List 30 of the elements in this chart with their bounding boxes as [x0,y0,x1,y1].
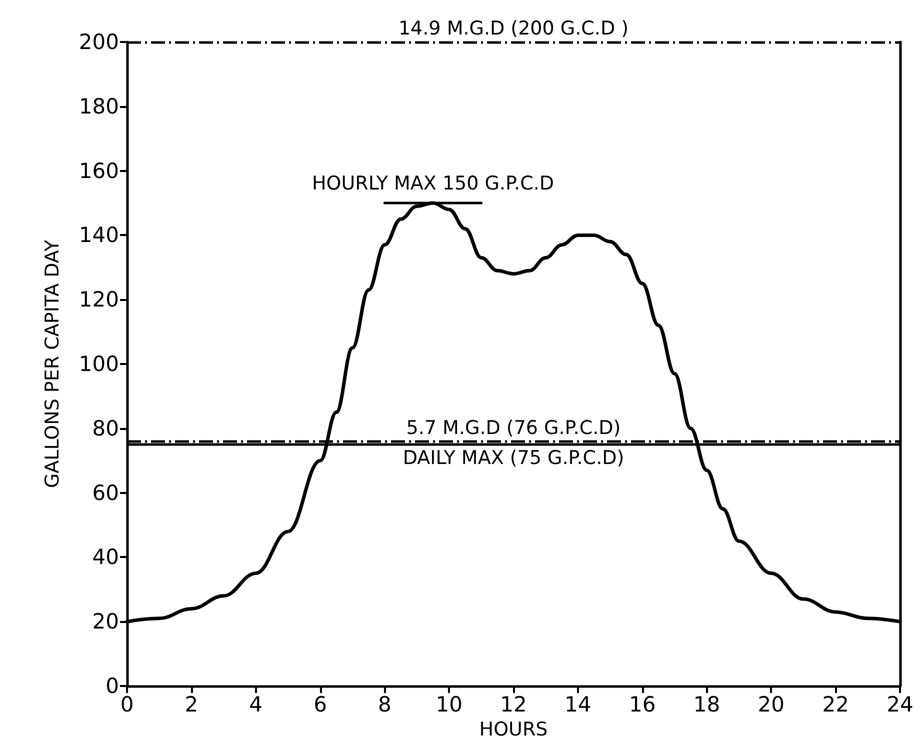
ref-line-label: DAILY MAX (75 G.P.C.D) [402,447,624,469]
x-tick-label: 22 [822,692,849,716]
annotation: HOURLY MAX 150 G.P.C.D [312,172,554,194]
y-tick-label: 140 [78,223,119,248]
y-tick-label: 0 [106,674,119,698]
y-tick-label: 20 [92,610,119,634]
y-tick-label: 100 [78,352,119,376]
y-tick-label: 40 [92,545,119,570]
y-tick-label: 120 [78,288,119,312]
y-tick-label: 160 [78,158,119,183]
y-tick-label: 180 [78,94,119,118]
x-tick-label: 0 [120,692,134,716]
x-tick-label: 20 [758,692,785,716]
x-axis-title: HOURS [479,718,548,740]
x-tick-label: 18 [693,692,720,716]
x-tick-label: 6 [314,692,327,716]
x-tick-label: 16 [628,692,656,716]
x-tick-label: 10 [436,692,462,716]
x-tick-label: 24 [886,692,914,716]
y-tick-label: 200 [78,30,119,54]
ref-line-label: 5.7 M.G.D (76 G.P.C.D) [406,416,621,439]
y-tick-label: 80 [92,416,119,440]
x-tick-label: 12 [500,692,527,716]
y-tick-label: 60 [92,480,119,505]
ref-line-label: 14.9 M.G.D (200 G.C.D ) [398,18,629,40]
x-tick-label: 8 [378,692,392,716]
x-tick-label: 14 [564,692,592,716]
y-axis-title: GALLONS PER CAPITA DAY [42,240,64,488]
x-tick-label: 2 [184,692,198,716]
x-tick-label: 4 [249,692,263,716]
